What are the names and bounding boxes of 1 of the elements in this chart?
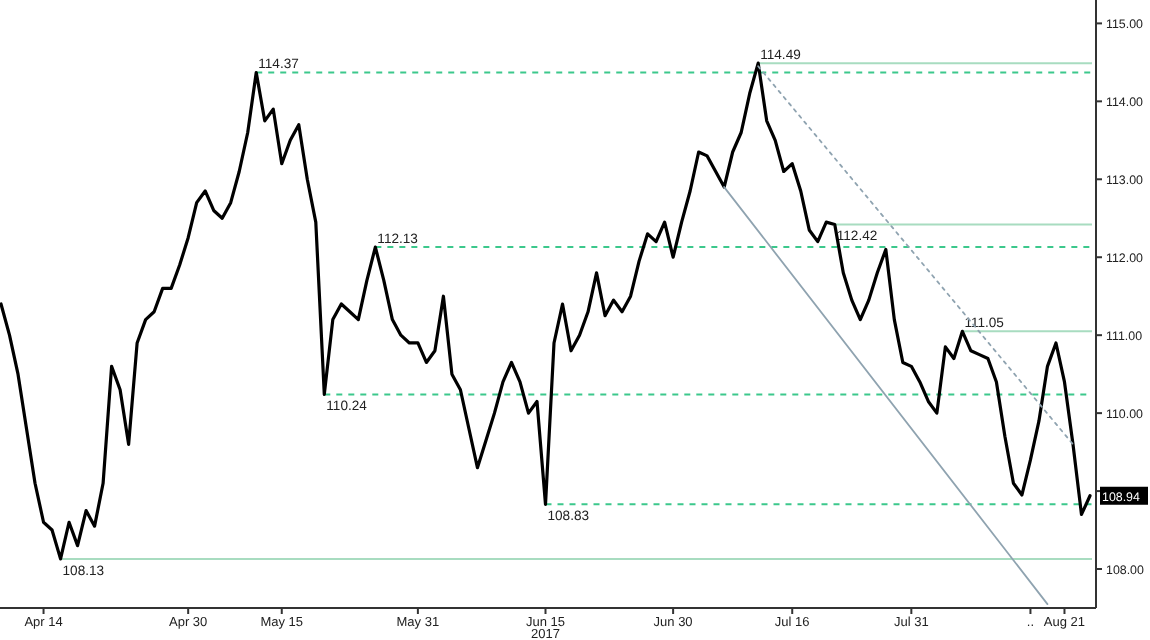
line-series [0,61,1092,561]
